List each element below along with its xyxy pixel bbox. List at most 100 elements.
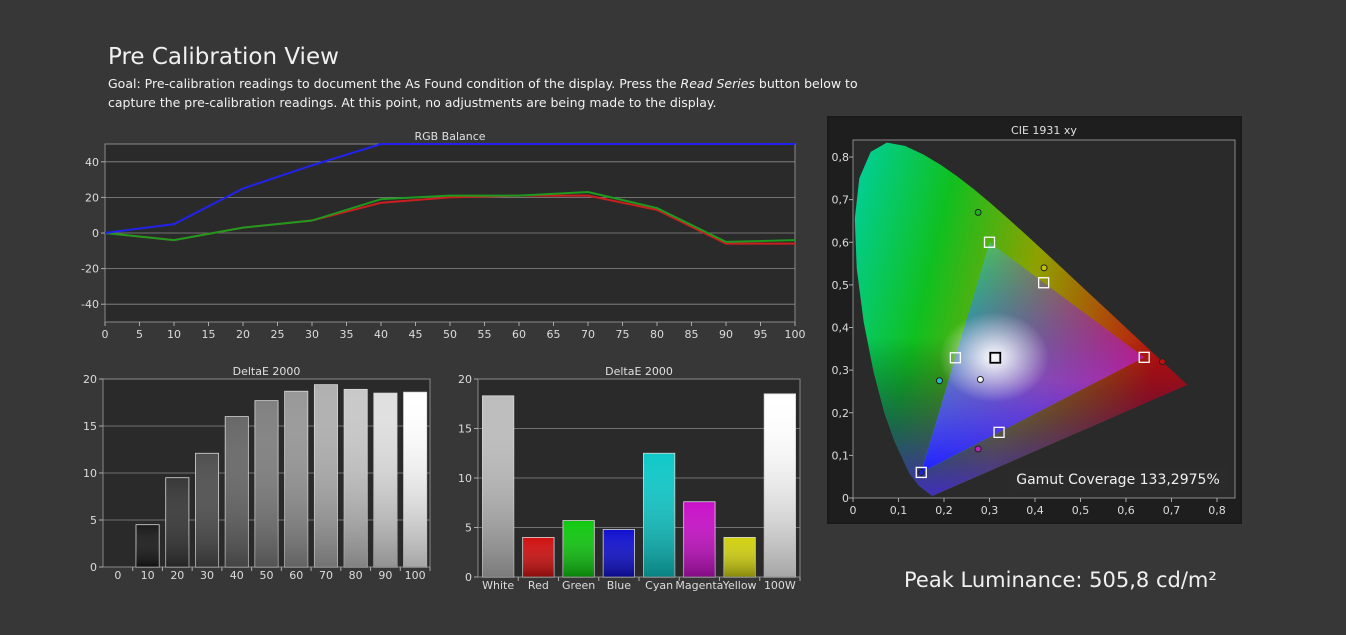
bar-shade-30 — [195, 453, 219, 567]
x-tick-label: 0,4 — [1026, 504, 1044, 517]
page-title: Pre Calibration View — [108, 44, 339, 70]
x-tick-label: 75 — [616, 328, 630, 341]
goal-read-series: Read Series — [680, 76, 755, 91]
y-tick-label: 0,4 — [832, 322, 850, 335]
x-tick-label: 50 — [260, 569, 274, 582]
cie-1931-chart: CIE 1931 xy 0 0,1 0,2 0,3 0,4 0,5 0,6 0,7 0,8 0 0,1… — [827, 116, 1242, 524]
measured-point-W — [976, 376, 984, 384]
rgb-balance-chart: RGB Balance -40 -20 0 20 40 0 5 10 15 20 25 30 35 40 45… — [81, 130, 805, 341]
x-tick-label: Blue — [607, 579, 632, 592]
x-tick-label: 10 — [167, 328, 181, 341]
gamut-coverage-label: Gamut Coverage 133,2975% — [1016, 472, 1220, 488]
target-square-G — [983, 236, 996, 248]
y-tick-label: 0,2 — [832, 407, 850, 420]
x-tick-label: 85 — [685, 328, 699, 341]
x-tick-label: Cyan — [645, 579, 673, 592]
x-tick-label: 100W — [764, 579, 796, 592]
y-tick-label: 0,6 — [832, 236, 850, 249]
y-tick-label: 20 — [458, 373, 472, 386]
target-square-M — [993, 426, 1005, 439]
target-square-C — [949, 352, 962, 364]
x-tick-label: Yellow — [722, 579, 757, 592]
y-tick-label: 5 — [90, 514, 97, 527]
series-line-1 — [104, 191, 796, 243]
bar-shade-Green — [562, 520, 595, 577]
measured-point-M — [974, 445, 982, 453]
y-tick-label: 10 — [83, 467, 97, 480]
x-tick-label: 50 — [443, 328, 457, 341]
bar-shade-100W — [764, 393, 796, 577]
x-tick-label: Magenta — [675, 579, 723, 592]
y-tick-label: 0 — [92, 227, 99, 240]
x-tick-label: 100 — [785, 328, 806, 341]
measured-point-R — [1158, 358, 1166, 366]
measured-point-G — [974, 208, 982, 216]
bar-shade-10 — [135, 524, 160, 567]
goal-suffix: button below to capture the pre-calibrat… — [108, 76, 858, 110]
x-tick-label: 5 — [136, 328, 143, 341]
y-tick-label: 0,3 — [832, 364, 850, 377]
y-tick-label: 20 — [83, 373, 97, 386]
x-tick-label: 15 — [202, 328, 216, 341]
y-tick-label: 0 — [465, 571, 472, 584]
y-tick-label: 15 — [458, 423, 472, 436]
x-tick-label: 0 — [114, 569, 121, 582]
x-tick-label: 80 — [650, 328, 664, 341]
bar-shade-80 — [344, 389, 368, 567]
x-tick-label: 0,2 — [935, 504, 953, 517]
x-tick-label: 10 — [141, 569, 155, 582]
chart-title: DeltaE 2000 — [605, 365, 673, 378]
x-tick-label: 100 — [405, 569, 426, 582]
x-tick-label: 60 — [512, 328, 526, 341]
y-tick-label: 0,5 — [832, 279, 850, 292]
x-tick-label: 0,3 — [981, 504, 999, 517]
y-tick-label: 40 — [85, 156, 99, 169]
y-tick-label: 0,1 — [832, 449, 850, 462]
target-square-W — [989, 351, 1002, 364]
x-tick-label: 70 — [581, 328, 595, 341]
x-tick-label: 55 — [478, 328, 492, 341]
bar-shade-100 — [403, 392, 427, 567]
x-tick-label: 30 — [305, 328, 319, 341]
x-tick-label: 90 — [378, 569, 392, 582]
target-square-B — [915, 466, 927, 479]
target-square-R — [1138, 351, 1150, 363]
bar-shade-White — [482, 395, 514, 577]
x-tick-label: 35 — [340, 328, 354, 341]
y-tick-label: 20 — [85, 191, 99, 204]
measured-point-C — [935, 377, 943, 385]
x-tick-label: 45 — [409, 328, 423, 341]
x-tick-label: 80 — [349, 569, 363, 582]
x-tick-label: 25 — [271, 328, 285, 341]
gamut-coverage-box — [1009, 467, 1227, 490]
y-tick-label: 0 — [842, 492, 849, 505]
bar-shade-Yellow — [723, 537, 756, 577]
white-point-glow — [939, 312, 1050, 403]
x-tick-label: 0,1 — [890, 504, 908, 517]
x-tick-label: 0 — [850, 504, 857, 517]
series-line-2 — [104, 143, 795, 234]
bar-shade-20 — [165, 477, 189, 567]
x-tick-label: 0,8 — [1208, 504, 1226, 517]
measured-point-B — [917, 468, 925, 476]
x-tick-label: 0,6 — [1117, 504, 1135, 517]
deltae-grayscale-chart: DeltaE 2000 0 5 10 15 20 0 10 20 30 40 50 60 70 80 90 10… — [83, 365, 431, 582]
y-tick-label: 10 — [458, 472, 472, 485]
x-tick-label: Green — [562, 579, 595, 592]
x-tick-label: White — [482, 579, 514, 592]
x-tick-label: 30 — [200, 569, 214, 582]
x-tick-label: 90 — [719, 328, 733, 341]
x-tick-label: 40 — [230, 569, 244, 582]
chart-title: CIE 1931 xy — [1011, 124, 1077, 137]
y-tick-label: -20 — [81, 263, 99, 276]
x-tick-label: 70 — [319, 569, 333, 582]
measured-point-Y — [1040, 264, 1048, 272]
x-tick-label: 40 — [374, 328, 388, 341]
x-tick-label: 20 — [170, 569, 184, 582]
bar-shade-Blue — [603, 529, 635, 577]
peak-luminance: Peak Luminance: 505,8 cd/m² — [904, 568, 1217, 592]
y-tick-label: 0,8 — [832, 151, 850, 164]
bar-shade-90 — [373, 393, 398, 567]
bar-shade-Red — [522, 537, 555, 577]
x-tick-label: 65 — [547, 328, 561, 341]
